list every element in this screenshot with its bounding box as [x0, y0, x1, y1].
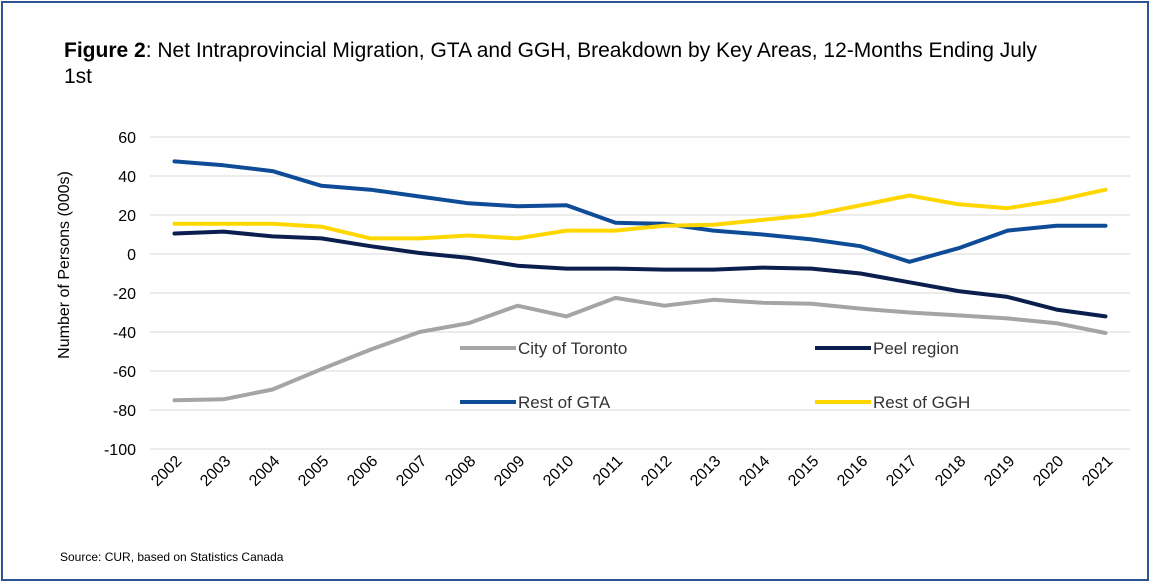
y-tick-label: -100 — [104, 442, 136, 459]
y-tick-label: -20 — [113, 286, 136, 303]
x-tick-label: 2020 — [1030, 453, 1067, 490]
series-line-peel-region — [172, 229, 1108, 319]
x-tick-label: 2019 — [981, 453, 1018, 490]
x-tick-label: 2009 — [491, 453, 528, 490]
source-note: Source: CUR, based on Statistics Canada — [60, 550, 284, 564]
title-text: : Net Intraprovincial Migration, GTA and… — [64, 39, 1038, 88]
x-tick-label: 2006 — [344, 453, 381, 490]
x-tick-label: 2005 — [295, 453, 332, 490]
title-figure-label: Figure 2 — [64, 39, 146, 62]
y-axis-ticks: 60 40 20 0 -20 -40 -60 -80 -100 — [104, 130, 136, 459]
legend-label-rest-of-ggh: Rest of GGH — [873, 393, 970, 412]
x-tick-label: 2018 — [932, 453, 969, 490]
y-axis-label: Number of Persons (000s) — [56, 171, 73, 359]
legend-label-rest-of-gta: Rest of GTA — [518, 393, 611, 412]
x-tick-label: 2016 — [834, 453, 871, 490]
series-line-rest-of-ggh — [172, 187, 1108, 241]
legend: City of Toronto Peel region Rest of GTA Res… — [460, 339, 970, 412]
x-tick-label: 2021 — [1079, 453, 1116, 490]
x-tick-label: 2014 — [736, 453, 773, 490]
legend-label-city-of-toronto: City of Toronto — [518, 339, 627, 358]
y-tick-label: -40 — [113, 325, 136, 342]
chart-title: Figure 2: Net Intraprovincial Migration,… — [64, 38, 1064, 90]
x-tick-label: 2013 — [687, 453, 724, 490]
x-tick-label: 2008 — [442, 453, 479, 490]
x-tick-label: 2007 — [393, 453, 430, 490]
x-tick-label: 2002 — [148, 453, 185, 490]
y-tick-label: -80 — [113, 403, 136, 420]
x-tick-label: 2003 — [197, 453, 234, 490]
series-line-rest-of-gta — [172, 159, 1108, 264]
y-tick-label: -60 — [113, 364, 136, 381]
y-tick-label: 0 — [127, 247, 136, 264]
y-tick-label: 60 — [118, 130, 136, 147]
y-tick-label: 20 — [118, 208, 136, 225]
series-line-city-of-toronto — [172, 295, 1108, 403]
x-tick-label: 2004 — [246, 453, 283, 490]
gridlines — [150, 136, 1130, 450]
x-tick-label: 2017 — [883, 453, 920, 490]
series-lines — [172, 159, 1108, 403]
legend-label-peel-region: Peel region — [873, 339, 959, 358]
x-tick-label: 2012 — [638, 453, 675, 490]
x-axis-ticks: 2002 2003 2004 2005 2006 2007 2008 2009 2010 2011… — [148, 453, 1116, 490]
x-tick-label: 2015 — [785, 453, 822, 490]
x-tick-label: 2011 — [590, 453, 626, 489]
x-tick-label: 2010 — [540, 453, 577, 490]
y-tick-label: 40 — [118, 169, 136, 186]
